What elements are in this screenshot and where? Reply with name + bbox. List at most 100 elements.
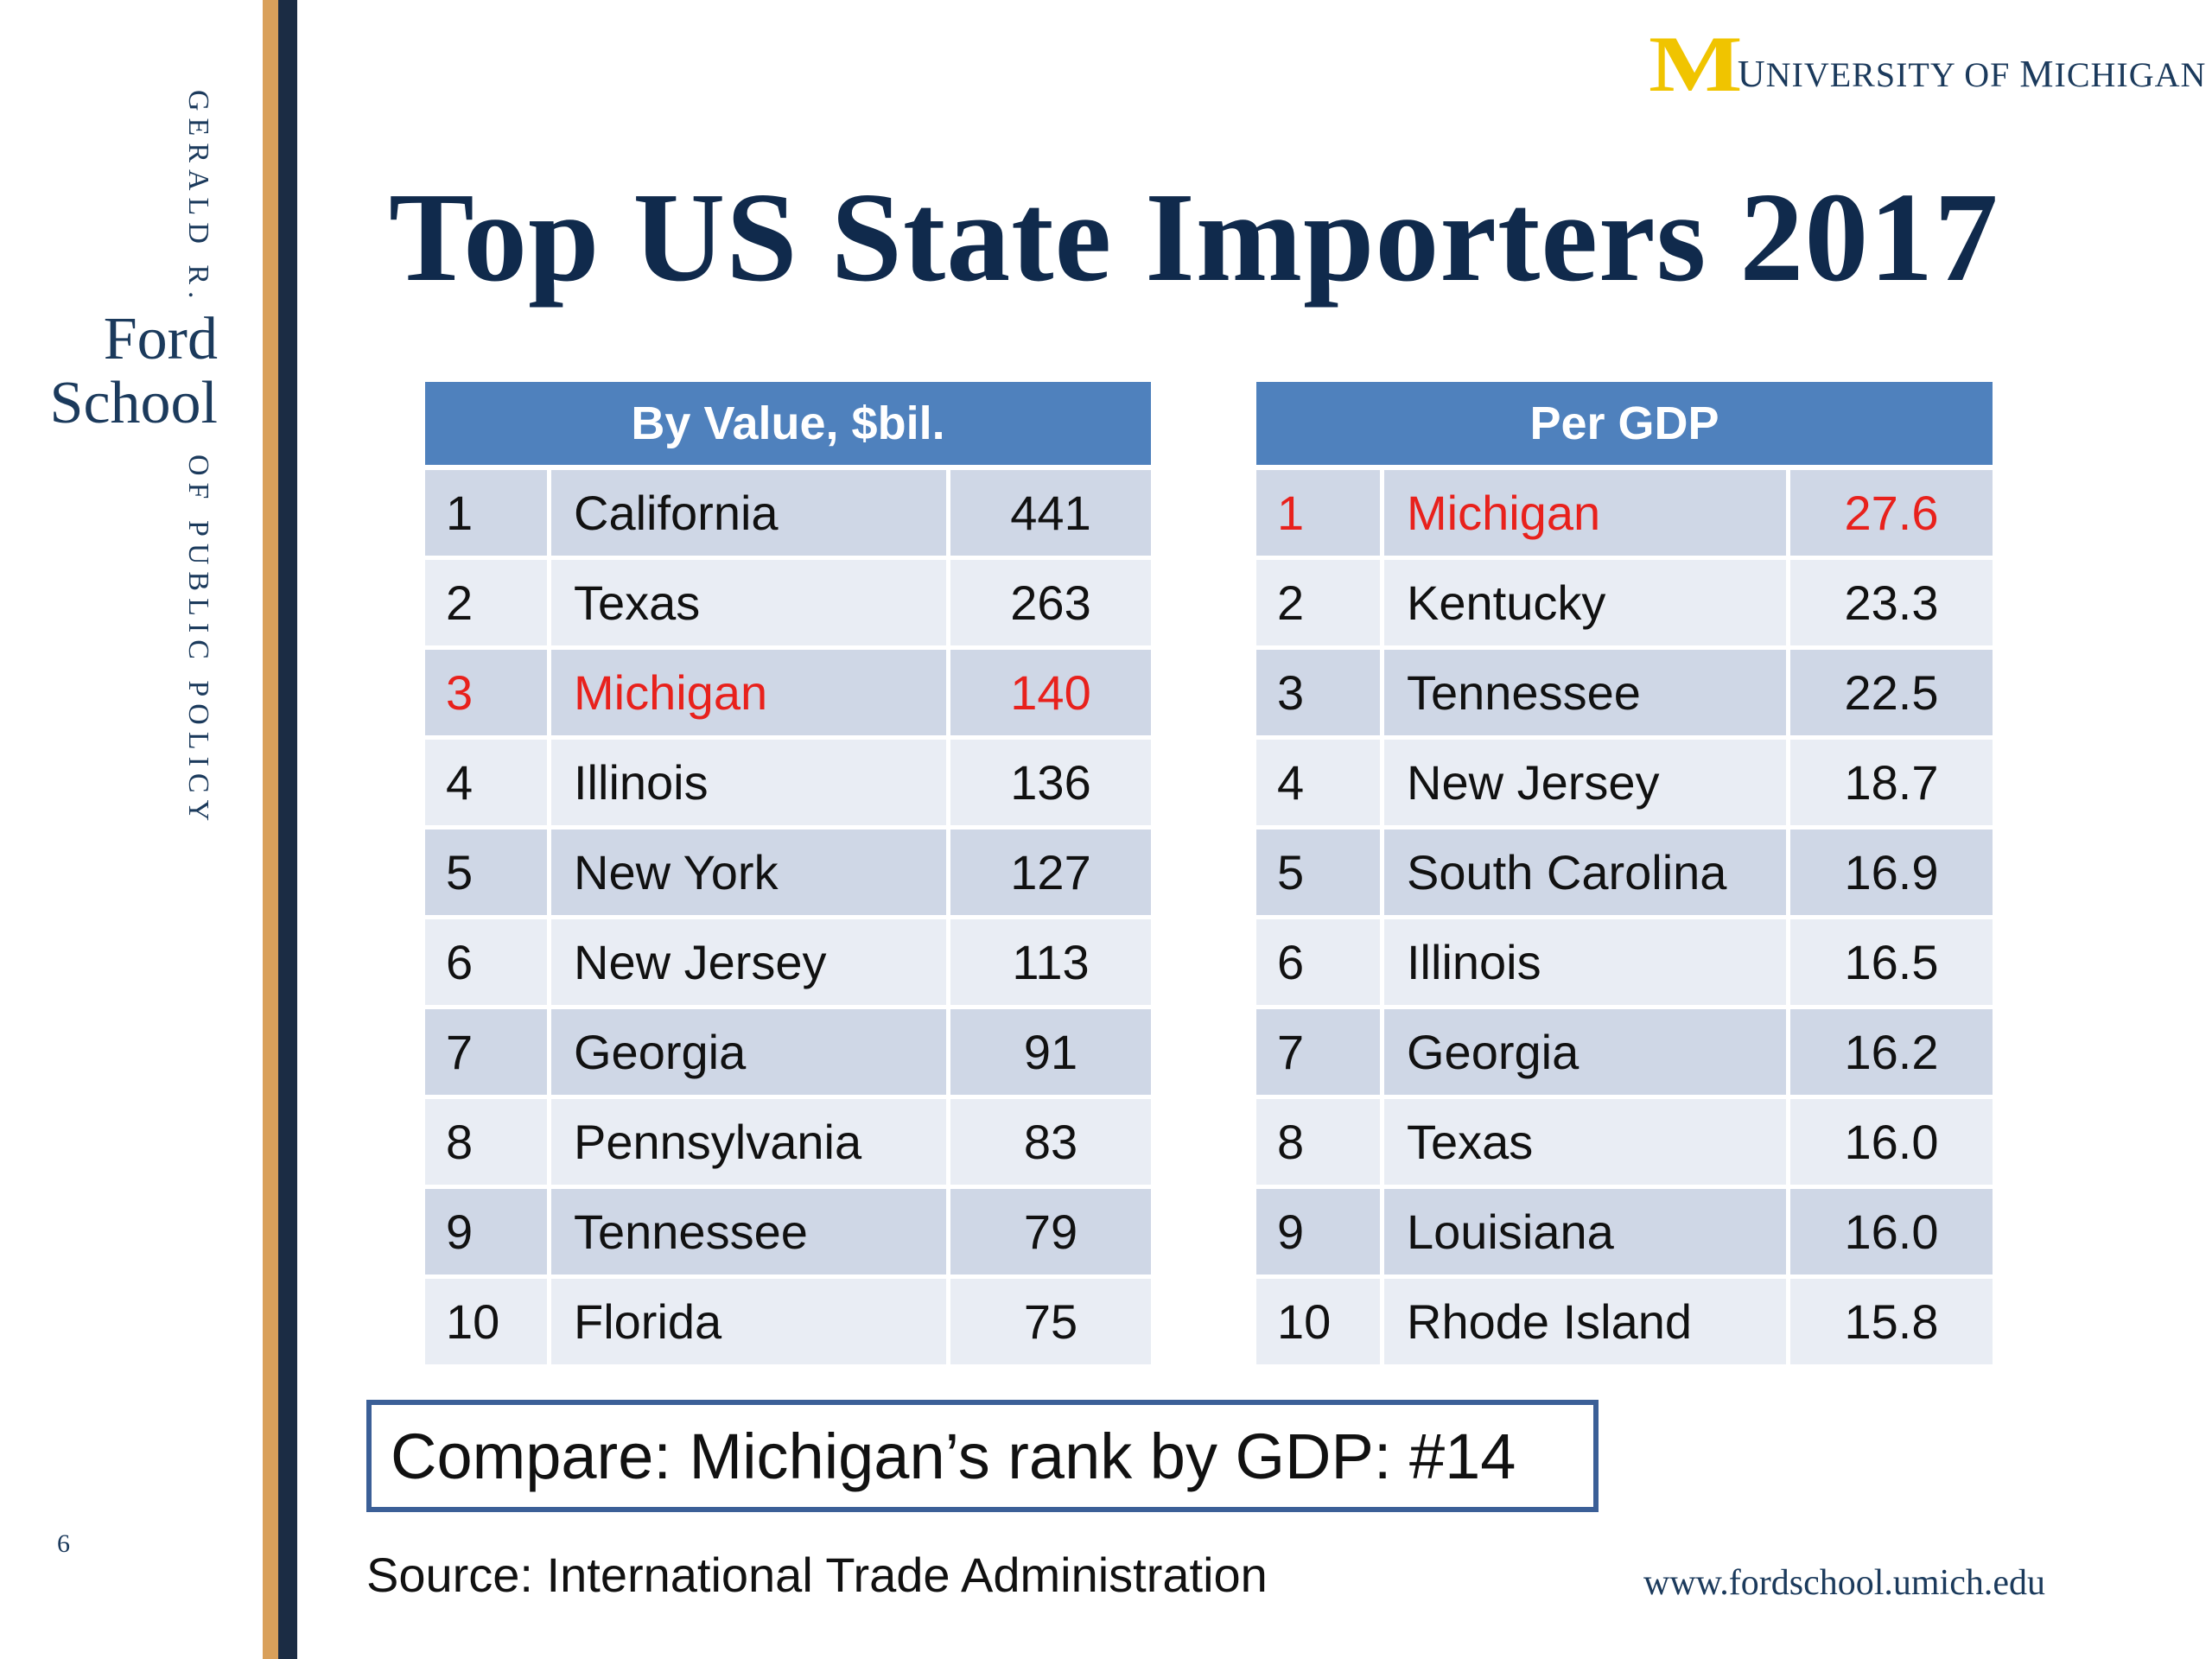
university-wordmark: UNIVERSITY OF MICHIGAN: [1737, 52, 2207, 95]
rank-cell: 4: [425, 740, 551, 825]
state-cell: Texas: [551, 560, 950, 645]
value-cell: 79: [1023, 1205, 1078, 1259]
value-cell: 75: [1023, 1294, 1078, 1349]
value-cell: 441: [1010, 486, 1091, 540]
rank-cell: 5: [425, 830, 551, 915]
value-cell: 16.9: [1844, 845, 1939, 899]
rank-cell: 7: [1256, 1009, 1384, 1095]
public-policy-vertical-text: OF PUBLIC POLICY: [182, 454, 214, 829]
per-gdp-header: Per GDP: [1256, 382, 1993, 470]
state-cell: California: [551, 470, 950, 556]
by-value-rows: 1 California 441 2 Texas 263 3 Michigan 140 4 Illi…: [425, 470, 1151, 1369]
state-cell: Illinois: [551, 740, 950, 825]
value-cell: 16.2: [1844, 1025, 1939, 1079]
rank-cell: 9: [425, 1189, 551, 1274]
rank-cell: 2: [1256, 560, 1384, 645]
value-cell: 263: [1010, 575, 1091, 630]
rank-cell: 10: [425, 1279, 551, 1364]
page-title: Top US State Importers 2017: [389, 167, 1999, 308]
value-cell: 22.5: [1844, 665, 1939, 720]
ford-school-logo: Ford School: [26, 308, 218, 435]
state-cell: New York: [551, 830, 950, 915]
by-value-table: By Value, $bil. 1 California 441 2 Texas 263 3…: [425, 382, 1151, 1369]
value-cell: 16.0: [1844, 1205, 1939, 1259]
table-row: 4 New Jersey 18.7: [1256, 740, 1993, 830]
table-row: 5 New York 127: [425, 830, 1151, 919]
rank-cell: 10: [1256, 1279, 1384, 1364]
value-cell: 15.8: [1844, 1294, 1939, 1349]
block-m-icon: M: [1649, 20, 1743, 108]
state-cell: Louisiana: [1384, 1189, 1790, 1274]
state-cell: Michigan: [551, 650, 950, 735]
state-cell: Tennessee: [551, 1189, 950, 1274]
logo-line-school: School: [49, 370, 218, 436]
state-cell: Georgia: [551, 1009, 950, 1095]
gold-divider-bar: [263, 0, 278, 1659]
table-row: 6 New Jersey 113: [425, 919, 1151, 1009]
rank-cell: 8: [425, 1099, 551, 1185]
table-row: 7 Georgia 16.2: [1256, 1009, 1993, 1099]
table-row: 7 Georgia 91: [425, 1009, 1151, 1099]
table-row: 1 California 441: [425, 470, 1151, 560]
state-cell: Michigan: [1384, 470, 1790, 556]
value-cell: 83: [1023, 1115, 1078, 1169]
rank-cell: 8: [1256, 1099, 1384, 1185]
table-row: 6 Illinois 16.5: [1256, 919, 1993, 1009]
rank-cell: 1: [1256, 470, 1384, 556]
state-cell: South Carolina: [1384, 830, 1790, 915]
table-row: 9 Louisiana 16.0: [1256, 1189, 1993, 1279]
rank-cell: 9: [1256, 1189, 1384, 1274]
value-cell: 127: [1010, 845, 1091, 899]
value-cell: 23.3: [1844, 575, 1939, 630]
rank-cell: 1: [425, 470, 551, 556]
state-cell: Pennsylvania: [551, 1099, 950, 1185]
state-cell: Kentucky: [1384, 560, 1790, 645]
state-cell: Rhode Island: [1384, 1279, 1790, 1364]
rank-cell: 3: [425, 650, 551, 735]
source-note: Source: International Trade Administrati…: [366, 1548, 1268, 1602]
value-cell: 140: [1010, 665, 1091, 720]
table-row: 4 Illinois 136: [425, 740, 1151, 830]
state-cell: Tennessee: [1384, 650, 1790, 735]
table-row: 5 South Carolina 16.9: [1256, 830, 1993, 919]
value-cell: 91: [1023, 1025, 1078, 1079]
navy-divider-bar: [278, 0, 297, 1659]
value-cell: 16.5: [1844, 935, 1939, 989]
website-url: www.fordschool.umich.edu: [1643, 1563, 2046, 1603]
state-cell: Florida: [551, 1279, 950, 1364]
page-number: 6: [57, 1529, 70, 1558]
rank-cell: 4: [1256, 740, 1384, 825]
table-row: 3 Tennessee 22.5: [1256, 650, 1993, 740]
value-cell: 16.0: [1844, 1115, 1939, 1169]
rank-cell: 5: [1256, 830, 1384, 915]
logo-line-ford: Ford: [103, 306, 218, 372]
by-value-header: By Value, $bil.: [425, 382, 1151, 470]
rank-cell: 6: [1256, 919, 1384, 1005]
table-row: 10 Rhode Island 15.8: [1256, 1279, 1993, 1369]
rank-cell: 6: [425, 919, 551, 1005]
state-cell: Georgia: [1384, 1009, 1790, 1095]
table-row: 2 Texas 263: [425, 560, 1151, 650]
table-row: 9 Tennessee 79: [425, 1189, 1151, 1279]
state-cell: New Jersey: [551, 919, 950, 1005]
university-of-michigan-logo: M UNIVERSITY OF MICHIGAN: [1649, 20, 2207, 108]
value-cell: 27.6: [1844, 486, 1939, 540]
table-row: 2 Kentucky 23.3: [1256, 560, 1993, 650]
value-cell: 136: [1010, 755, 1091, 810]
per-gdp-table: Per GDP 1 Michigan 27.6 2 Kentucky 23.3 3 Tenne…: [1256, 382, 1993, 1369]
rank-cell: 7: [425, 1009, 551, 1095]
state-cell: New Jersey: [1384, 740, 1790, 825]
rank-cell: 2: [425, 560, 551, 645]
state-cell: Illinois: [1384, 919, 1790, 1005]
table-row: 8 Pennsylvania 83: [425, 1099, 1151, 1189]
value-cell: 113: [1012, 935, 1090, 989]
value-cell: 18.7: [1844, 755, 1939, 810]
compare-note-box: Compare: Michigan’s rank by GDP: #14: [366, 1400, 1599, 1512]
table-row: 10 Florida 75: [425, 1279, 1151, 1369]
state-cell: Texas: [1384, 1099, 1790, 1185]
rank-cell: 3: [1256, 650, 1384, 735]
table-row: 1 Michigan 27.6: [1256, 470, 1993, 560]
gerald-r-vertical-text: GERALD R.: [182, 90, 214, 306]
table-row: 3 Michigan 140: [425, 650, 1151, 740]
per-gdp-rows: 1 Michigan 27.6 2 Kentucky 23.3 3 Tennessee 22.5…: [1256, 470, 1993, 1369]
